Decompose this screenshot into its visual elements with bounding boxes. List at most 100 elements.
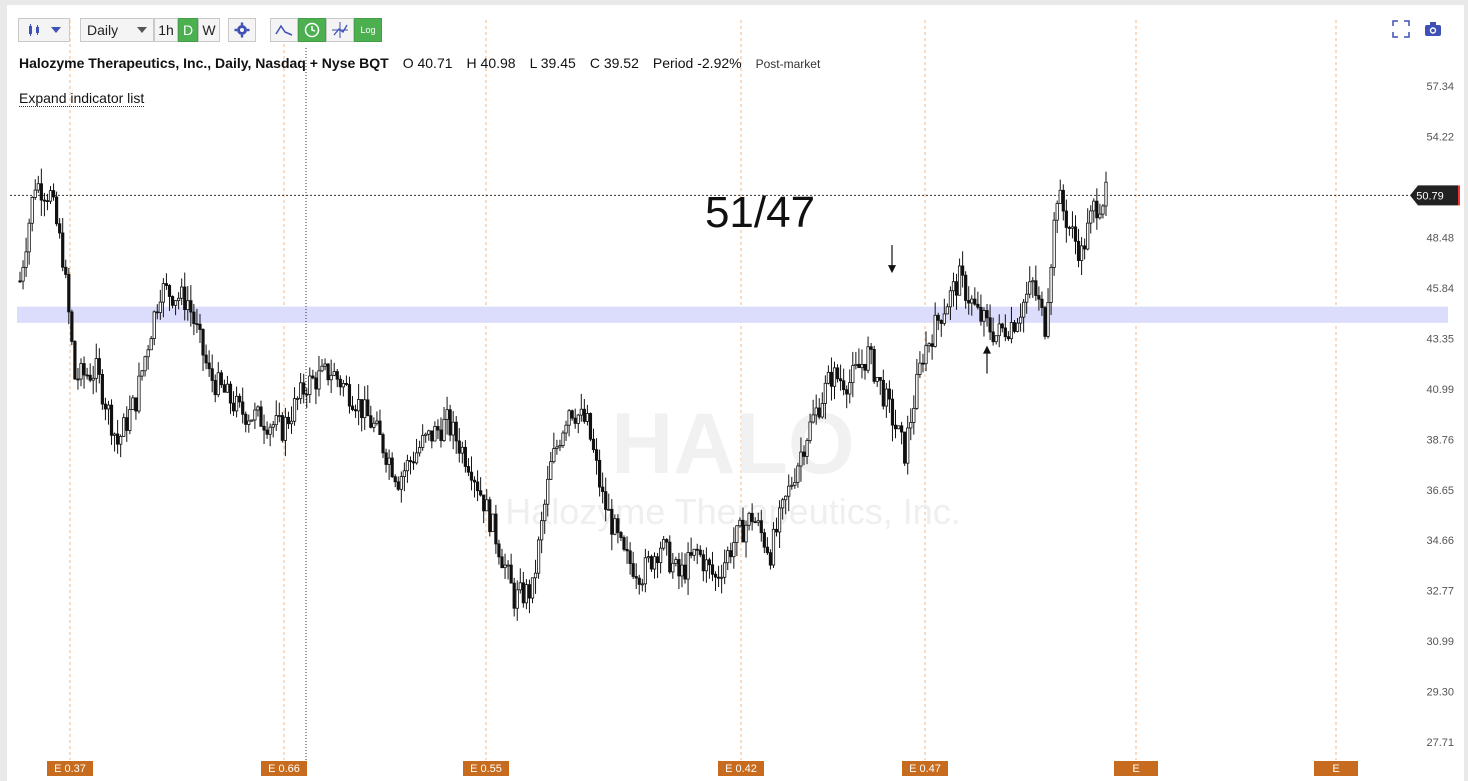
- candle-body: [73, 341, 77, 380]
- candle-body: [204, 354, 208, 364]
- chart-style-button[interactable]: [18, 18, 70, 42]
- candle-body: [735, 525, 739, 543]
- candle-body: [164, 283, 169, 286]
- candle-body: [649, 556, 654, 570]
- candle-body: [375, 420, 379, 424]
- candle-body: [973, 298, 977, 305]
- candle-body: [957, 265, 962, 296]
- fullscreen-icon[interactable]: [1392, 20, 1410, 38]
- candle-body: [247, 420, 251, 425]
- candle-body: [860, 363, 864, 369]
- earnings-marker[interactable]: [1114, 761, 1158, 776]
- candle-body: [1046, 301, 1050, 337]
- candle-body: [524, 584, 528, 604]
- candle-body: [784, 495, 788, 501]
- candle-body: [466, 466, 471, 473]
- candle-body: [143, 356, 147, 372]
- candle-body: [445, 409, 449, 420]
- price-axis-tick: 45.84: [1426, 283, 1454, 295]
- earnings-marker[interactable]: [1314, 761, 1358, 776]
- candle-body: [36, 183, 40, 191]
- candle-body: [942, 313, 946, 324]
- candle-body: [720, 576, 724, 579]
- candle-body: [24, 251, 28, 268]
- candle-body: [1000, 323, 1004, 329]
- candle-body: [94, 358, 98, 379]
- candle-body: [308, 375, 312, 395]
- candle-body: [265, 429, 269, 435]
- crosshair-button[interactable]: [326, 18, 354, 42]
- candle-body: [555, 446, 559, 449]
- candle-body: [655, 556, 660, 564]
- draw-line-button[interactable]: [270, 18, 298, 42]
- earnings-marker[interactable]: [718, 761, 764, 776]
- candle-body: [497, 543, 501, 558]
- candle-body: [103, 403, 108, 410]
- earnings-marker[interactable]: [47, 761, 93, 776]
- candle-body: [1022, 301, 1026, 318]
- resistance-zone: [17, 306, 1448, 323]
- candle-body: [893, 424, 898, 430]
- candle-body: [787, 485, 791, 497]
- candle-body: [320, 365, 324, 372]
- candle-body: [967, 299, 971, 304]
- candle-body: [119, 436, 123, 445]
- interval-d-button[interactable]: D: [178, 18, 198, 42]
- candle-body: [33, 189, 37, 198]
- interval-1h-button[interactable]: 1h: [154, 18, 178, 42]
- settings-button[interactable]: [228, 18, 256, 42]
- candle-body: [91, 377, 95, 381]
- candle-body: [186, 300, 190, 311]
- candle-body: [469, 471, 474, 481]
- candle-body: [933, 314, 937, 347]
- candle-body: [582, 408, 586, 422]
- candle-body: [906, 427, 910, 464]
- candle-body: [430, 430, 434, 442]
- earnings-marker[interactable]: [463, 761, 509, 776]
- candle-body: [393, 476, 397, 483]
- candle-body: [692, 548, 696, 556]
- clock-button[interactable]: [298, 18, 326, 42]
- expand-indicator-link[interactable]: Expand indicator list: [19, 90, 145, 107]
- candle-body: [1052, 219, 1056, 268]
- candle-body: [567, 410, 571, 426]
- candle-body: [543, 503, 547, 522]
- chart-toolbar: Daily 1h D W Log: [18, 17, 382, 43]
- price-axis-tick: 32.77: [1426, 586, 1454, 598]
- candle-body: [811, 414, 815, 423]
- candle-body: [863, 363, 867, 371]
- candle-body: [622, 537, 626, 550]
- candle-body: [18, 280, 22, 283]
- candle-body: [683, 564, 687, 580]
- candle-body: [732, 542, 736, 558]
- candle-body: [930, 343, 934, 347]
- candle-body: [890, 398, 895, 426]
- interval-select[interactable]: Daily: [80, 18, 154, 42]
- candle-body: [625, 548, 629, 552]
- log-scale-button[interactable]: Log: [354, 18, 382, 42]
- candle-body: [652, 556, 657, 570]
- candle-body: [869, 346, 873, 350]
- earnings-marker[interactable]: [902, 761, 948, 776]
- candle-body: [613, 518, 617, 535]
- candle-body: [85, 374, 89, 377]
- candle-body: [851, 365, 855, 384]
- candle-body: [747, 512, 751, 526]
- candle-body: [363, 399, 367, 419]
- camera-icon[interactable]: [1424, 20, 1442, 38]
- candle-body: [317, 370, 321, 390]
- candle-body: [451, 421, 455, 436]
- earnings-marker[interactable]: [261, 761, 307, 776]
- interval-w-button[interactable]: W: [198, 18, 220, 42]
- candle-body: [546, 478, 550, 505]
- candle-body: [781, 499, 785, 509]
- candle-body: [713, 573, 718, 578]
- candle-body: [369, 415, 373, 428]
- candle-body: [51, 190, 56, 198]
- candle-body: [122, 417, 126, 437]
- candle-body: [228, 383, 233, 404]
- candlestick-icon: [29, 24, 39, 36]
- candle-body: [808, 421, 812, 441]
